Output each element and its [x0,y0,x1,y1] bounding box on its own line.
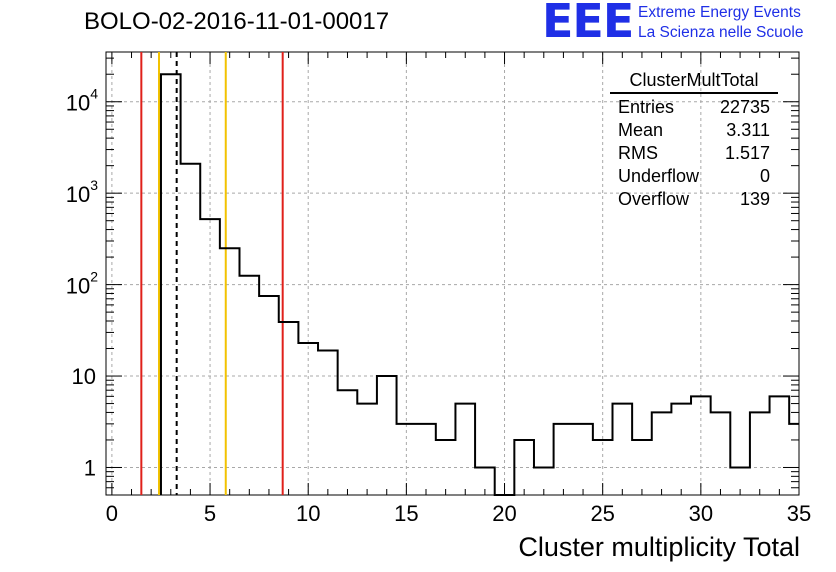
histogram-bin [298,343,318,495]
logo-line-1: Extreme Energy Events [638,4,801,21]
histogram-bin [711,412,731,495]
x-tick-label: 15 [394,501,418,526]
histogram-bin [338,390,358,495]
stats-label: Overflow [618,189,690,209]
histogram-bin [436,440,456,495]
stats-value: 1.517 [724,143,770,163]
y-tick-label: 10 [72,364,96,389]
histogram-bin [671,404,691,495]
histogram-bin [259,296,279,495]
stats-value: 0 [759,166,770,186]
histogram-bin [279,322,299,495]
x-tick-label: 35 [787,501,811,526]
x-tick-label: 10 [296,501,320,526]
x-axis-title: Cluster multiplicity Total [518,532,800,562]
y-tick-label: 1 [84,455,96,480]
histogram-bin [652,412,672,495]
stats-label: Underflow [618,166,700,186]
logo-line-2: La Scienza nelle Scuole [638,24,804,41]
stats-value: 139 [739,189,770,209]
marker-lines [140,52,284,495]
histogram-bin [397,424,417,495]
x-tick-label: 20 [492,501,516,526]
stats-row-overflow: Overflow 139 [610,188,778,211]
y-tick-label: 103 [66,177,98,207]
histogram-bin [200,219,220,495]
histogram-bin [534,467,554,495]
histogram-bin [357,404,377,495]
stats-row-entries: Entries 22735 [610,96,778,119]
grid-lines [106,52,799,495]
y-tick-label: 104 [66,86,98,116]
histogram-bin [239,276,259,495]
histogram-bin [632,440,652,495]
histogram-bin [573,424,593,495]
histogram-bin [750,412,770,495]
histogram-bin [318,351,338,495]
histogram-bin [377,376,397,495]
histogram-bin [475,467,495,495]
x-tick-label: 5 [204,501,216,526]
histogram-bin [416,424,436,495]
histogram-bin [181,164,201,495]
histogram-bin [554,424,574,495]
stats-value: 22735 [719,97,770,117]
x-tick-label: 30 [689,501,713,526]
histogram-bin [770,396,790,495]
y-axis: 1 10 102 103 104 [66,57,799,496]
stats-row-rms: RMS 1.517 [610,142,778,165]
x-axis: 0 5 10 15 20 25 30 35 [106,52,811,526]
plot-frame [105,51,800,496]
histogram-bin [161,74,181,495]
stats-label: Entries [618,97,675,117]
stats-box: ClusterMultTotal Entries 22735 Mean 3.31… [610,70,778,211]
stats-name: ClusterMultTotal [610,70,778,94]
chart-title: BOLO-02-2016-11-01-00017 [84,8,390,35]
y-tick-label: 102 [66,269,98,299]
stats-value: 3.311 [726,120,770,140]
eee-logo: EEE [542,0,634,48]
histogram-bin [789,424,799,495]
x-tick-label: 25 [590,501,614,526]
histogram-series [159,73,799,496]
histogram-bin [612,404,632,495]
stats-row-mean: Mean 3.311 [610,119,778,142]
histogram-bin [455,404,475,495]
stats-row-underflow: Underflow 0 [610,165,778,188]
x-tick-label: 0 [106,501,118,526]
histogram-bin [593,440,613,495]
histogram-bin [220,248,240,495]
stats-label: RMS [618,143,658,163]
histogram-bin [691,396,711,495]
histogram-bin [514,440,534,495]
histogram-bin [730,467,750,495]
stats-label: Mean [618,120,664,140]
